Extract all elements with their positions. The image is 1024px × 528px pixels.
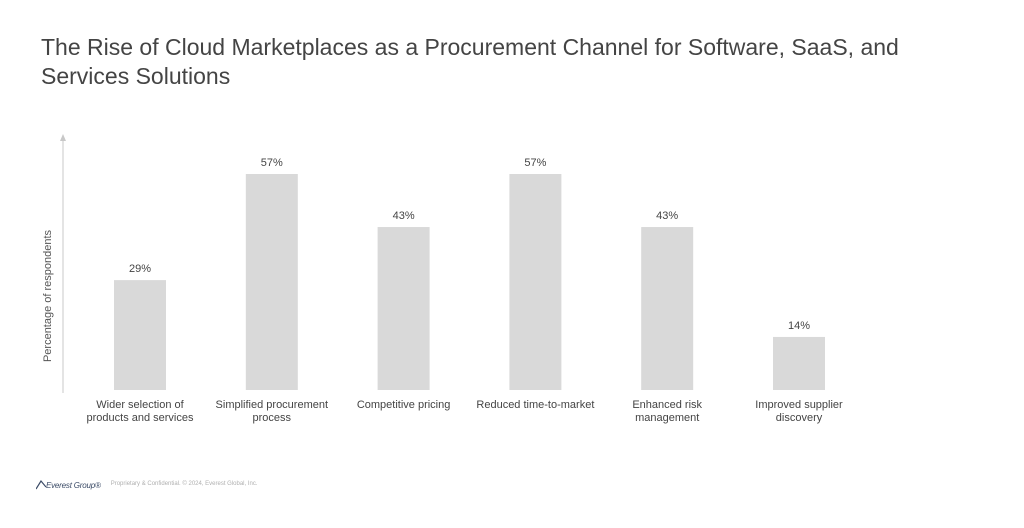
data-label-3: 57% — [524, 157, 546, 169]
category-label-3: Reduced time-to-market — [476, 399, 594, 411]
bar-3 — [509, 174, 562, 390]
y-axis-label: Percentage of respondents — [42, 229, 54, 363]
category-label-1: Simplified procurement process — [216, 399, 329, 424]
mountain-icon — [36, 479, 46, 490]
category-label-2: Competitive pricing — [357, 399, 451, 411]
data-label-2: 43% — [393, 210, 415, 222]
data-label-1: 57% — [261, 157, 283, 169]
data-label-4: 43% — [656, 210, 678, 222]
bar-1 — [245, 174, 298, 390]
y-axis-arrow-icon — [60, 134, 66, 141]
everest-group-logo: Everest Group® — [36, 478, 101, 490]
category-label-4: Enhanced risk management — [632, 399, 702, 424]
logo-text: Everest Group® — [46, 481, 101, 490]
chart-title: The Rise of Cloud Marketplaces as a Proc… — [41, 34, 899, 89]
bar-0 — [114, 280, 166, 390]
category-label-0: Wider selection of products and services — [87, 399, 194, 424]
bar-2 — [377, 227, 430, 390]
data-label-0: 29% — [129, 263, 151, 275]
bar-4 — [641, 227, 694, 390]
footer-note: Proprietary & Confidential. © 2024, Ever… — [110, 481, 258, 487]
bar-5 — [773, 336, 825, 390]
footer: Everest Group® Proprietary & Confidentia… — [36, 474, 258, 494]
category-label-5: Improved supplier discovery — [755, 399, 843, 424]
data-label-5: 14% — [788, 320, 810, 332]
